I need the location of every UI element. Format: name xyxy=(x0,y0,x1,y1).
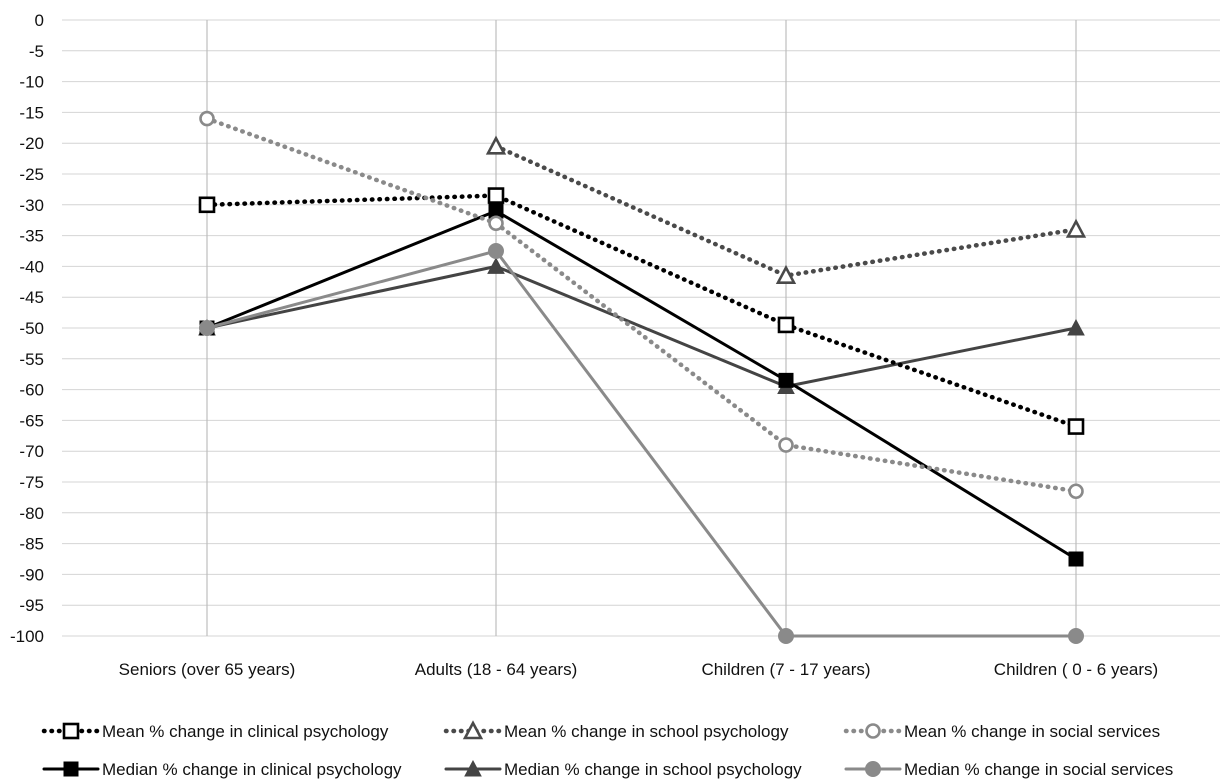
legend-label: Mean % change in social services xyxy=(904,722,1160,741)
legend-item: Median % change in school psychology xyxy=(444,759,802,779)
series-line xyxy=(205,264,1078,389)
y-tick-label: -35 xyxy=(19,227,44,246)
data-point xyxy=(1065,218,1087,238)
data-point xyxy=(485,135,507,155)
legend-item: Mean % change in school psychology xyxy=(443,720,789,741)
data-point xyxy=(199,320,215,336)
data-point xyxy=(778,437,794,453)
series-line xyxy=(205,249,1078,638)
legend-label: Median % change in social services xyxy=(904,760,1173,779)
legend-swatch-marker xyxy=(865,723,881,739)
data-point xyxy=(777,316,795,334)
x-category-label: Adults (18 - 64 years) xyxy=(415,660,578,679)
series-lines xyxy=(204,116,1079,638)
data-point xyxy=(1068,483,1084,500)
legend-item: Mean % change in social services xyxy=(843,722,1160,741)
series-line xyxy=(205,209,1078,561)
x-category-label: Children (7 - 17 years) xyxy=(701,660,870,679)
legend-item: Median % change in social services xyxy=(844,760,1173,779)
series-line xyxy=(204,193,1079,429)
legend: Mean % change in clinical psychology Mean… xyxy=(41,720,1173,779)
y-tick-label: -95 xyxy=(19,596,44,615)
series-markers xyxy=(198,110,1087,644)
data-point xyxy=(488,243,504,259)
data-point xyxy=(487,257,505,274)
horizontal-gridlines xyxy=(62,19,1220,637)
data-point xyxy=(778,628,794,644)
legend-item: Mean % change in clinical psychology xyxy=(41,722,389,741)
legend-label: Mean % change in school psychology xyxy=(504,722,789,741)
y-tick-label: -60 xyxy=(19,381,44,400)
legend-item: Median % change in clinical psychology xyxy=(42,760,402,779)
legend-label: Median % change in clinical psychology xyxy=(102,760,402,779)
y-axis-tick-labels: 0 -5 -10 -15 -20 -25 -30 -35 -40 -45 -50 -55 -60 -65 -… xyxy=(10,11,44,646)
y-tick-label: -80 xyxy=(19,504,44,523)
legend-swatch-marker xyxy=(63,761,79,777)
data-point xyxy=(1067,418,1085,435)
y-tick-label: -90 xyxy=(19,565,44,584)
y-tick-label: -100 xyxy=(10,627,44,646)
y-tick-label: -75 xyxy=(19,473,44,492)
data-point xyxy=(199,110,215,127)
y-tick-label: -5 xyxy=(29,42,44,61)
legend-swatch-marker xyxy=(865,761,881,777)
y-tick-label: -15 xyxy=(19,103,44,122)
y-tick-label: -25 xyxy=(19,165,44,184)
legend-label: Median % change in school psychology xyxy=(504,760,802,779)
y-tick-label: -55 xyxy=(19,350,44,369)
data-point xyxy=(1067,318,1085,336)
legend-label: Mean % change in clinical psychology xyxy=(102,722,389,741)
y-tick-label: -50 xyxy=(19,319,44,338)
y-tick-label: -45 xyxy=(19,288,44,307)
y-tick-label: -40 xyxy=(19,257,44,276)
y-tick-label: -10 xyxy=(19,73,44,92)
data-point xyxy=(198,196,216,214)
data-point xyxy=(778,372,794,388)
y-tick-label: -30 xyxy=(19,196,44,215)
data-point xyxy=(487,187,505,204)
series-line xyxy=(204,116,1079,494)
x-axis-category-labels: Seniors (over 65 years) Adults (18 - 64 y… xyxy=(119,660,1159,679)
data-point xyxy=(775,264,797,284)
legend-swatch-marker xyxy=(462,720,484,740)
data-point xyxy=(488,215,504,232)
x-category-label: Children ( 0 - 6 years) xyxy=(994,660,1158,679)
legend-swatch-marker xyxy=(62,722,80,740)
y-tick-label: -70 xyxy=(19,442,44,461)
y-tick-label: -85 xyxy=(19,535,44,554)
data-point xyxy=(1068,551,1084,567)
legend-swatch-marker xyxy=(464,759,482,777)
data-point xyxy=(1068,628,1084,644)
y-tick-label: -20 xyxy=(19,134,44,153)
y-tick-label: 0 xyxy=(35,11,44,30)
y-tick-label: -65 xyxy=(19,411,44,430)
x-category-label: Seniors (over 65 years) xyxy=(119,660,296,679)
